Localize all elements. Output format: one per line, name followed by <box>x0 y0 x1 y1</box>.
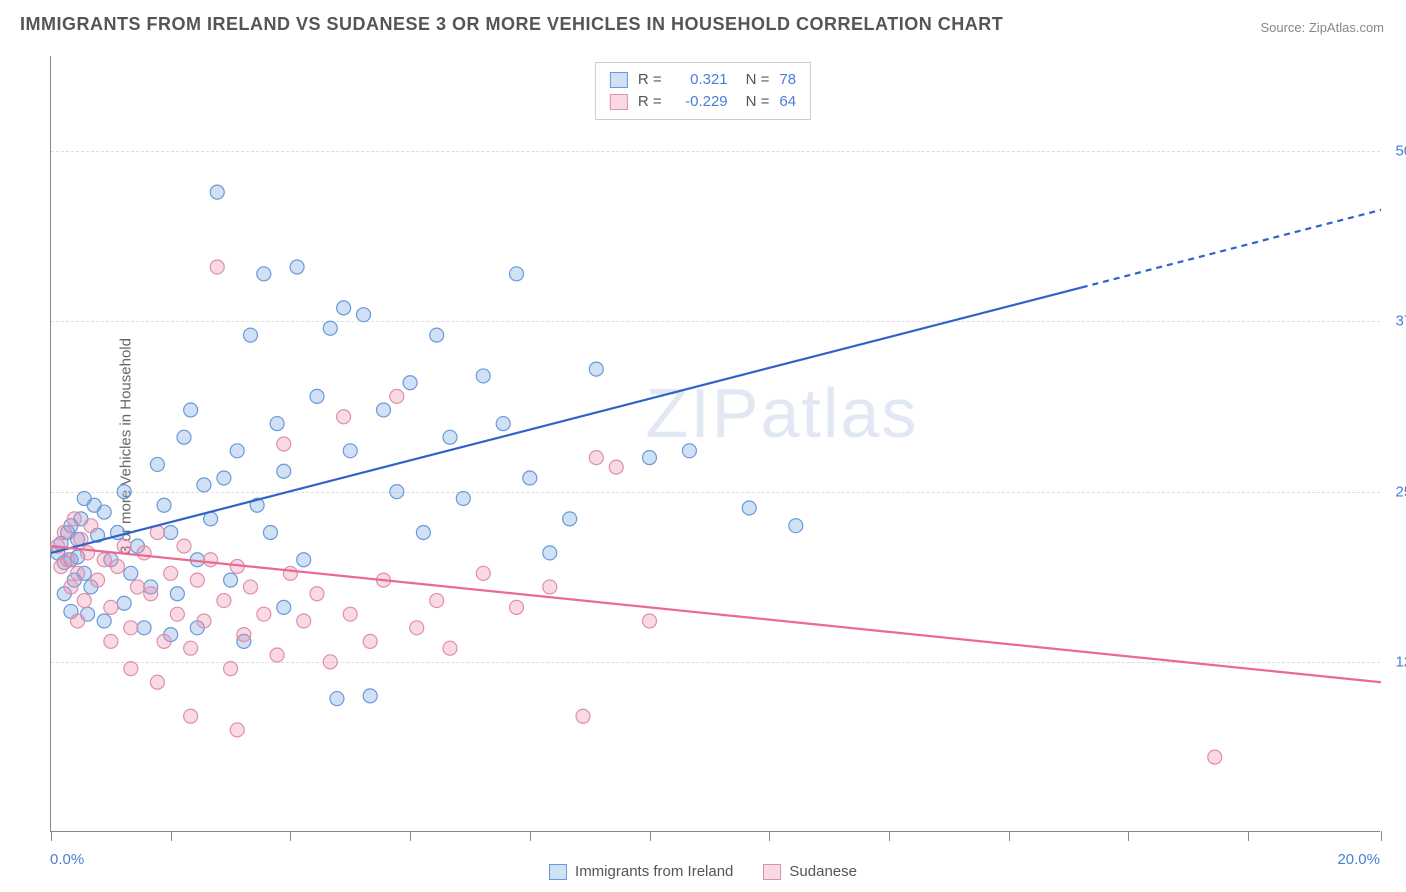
legend-swatch <box>610 94 628 110</box>
n-value: 64 <box>779 91 796 113</box>
n-label: N = <box>746 69 770 91</box>
plot-area: 50.0% 37.5% 25.0% 12.5% ZIPatlas <box>50 56 1380 832</box>
x-axis-max-label: 20.0% <box>1337 851 1380 868</box>
legend-swatch <box>549 864 567 880</box>
correlation-row: R = 0.321 N = 78 <box>610 69 796 91</box>
legend-swatch <box>763 864 781 880</box>
n-value: 78 <box>779 69 796 91</box>
source-attribution: Source: ZipAtlas.com <box>1260 20 1384 35</box>
r-label: R = <box>638 69 662 91</box>
legend-label: Immigrants from Ireland <box>575 863 733 880</box>
n-label: N = <box>746 91 770 113</box>
series-legend: Immigrants from Ireland Sudanese <box>549 863 857 880</box>
r-label: R = <box>638 91 662 113</box>
chart-title: IMMIGRANTS FROM IRELAND VS SUDANESE 3 OR… <box>20 14 1003 35</box>
legend-swatch <box>610 72 628 88</box>
r-value: -0.229 <box>672 91 728 113</box>
legend-item: Sudanese <box>763 863 857 880</box>
chart-svg <box>51 56 1381 832</box>
correlation-row: R = -0.229 N = 64 <box>610 91 796 113</box>
correlation-legend: R = 0.321 N = 78 R = -0.229 N = 64 <box>595 62 811 120</box>
chart-container: IMMIGRANTS FROM IRELAND VS SUDANESE 3 OR… <box>0 0 1406 892</box>
r-value: 0.321 <box>672 69 728 91</box>
x-axis-min-label: 0.0% <box>50 851 84 868</box>
legend-label: Sudanese <box>789 863 857 880</box>
legend-item: Immigrants from Ireland <box>549 863 733 880</box>
